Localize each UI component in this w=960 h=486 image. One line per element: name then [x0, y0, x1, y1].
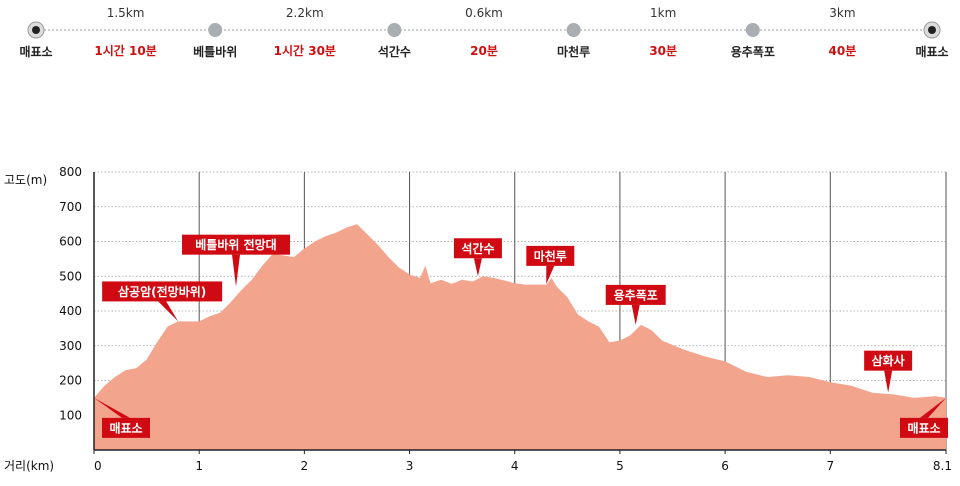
callout-box — [900, 417, 948, 438]
callout: 매표소 — [900, 397, 948, 438]
segment-distance: 1km — [650, 6, 676, 20]
x-tick-label: 4 — [511, 459, 519, 473]
station-label: 베틀바위 — [193, 44, 237, 59]
x-tick-label: 5 — [616, 459, 624, 473]
callout-label: 매표소 — [907, 420, 940, 435]
segment-distance: 1.5km — [107, 6, 145, 20]
x-axis-title: 거리(km) — [4, 459, 54, 473]
callout-pointer — [473, 258, 482, 277]
callout-box — [182, 234, 290, 255]
callout-box — [605, 284, 666, 305]
station-label: 석간수 — [378, 44, 411, 59]
callout-label: 마천루 — [534, 248, 567, 263]
callout-label: 매표소 — [109, 420, 142, 435]
segment-time: 20분 — [470, 44, 498, 58]
segment-distance: 0.6km — [465, 6, 503, 20]
callout-pointer — [884, 370, 893, 393]
station-marker — [387, 23, 402, 37]
y-tick-label: 600 — [59, 235, 82, 249]
y-tick-label: 400 — [59, 304, 82, 318]
elevation-area — [94, 224, 946, 450]
ticks: 100 200 300 400 500 600 700 800 0 1 2 3 4 5 6 7 8.1 — [59, 165, 952, 473]
callout-label: 용추폭포 — [614, 287, 658, 302]
x-tick-label: 7 — [826, 459, 834, 473]
segment-time: 1시간 30분 — [274, 43, 336, 58]
callout-label: 삼화사 — [872, 353, 905, 368]
callout-pointer — [158, 301, 179, 322]
station-marker-dot — [32, 26, 40, 34]
y-axis-title: 고도(m) — [4, 173, 47, 187]
x-tick-label: 3 — [406, 459, 414, 473]
station-marker-dot — [928, 26, 936, 34]
callout-pointer — [920, 397, 946, 418]
station-label: 매표소 — [915, 44, 948, 59]
callout-pointer — [546, 265, 555, 284]
y-tick-label: 700 — [59, 200, 82, 214]
callout-box — [864, 350, 913, 371]
callout: 석간수 — [453, 238, 502, 277]
callout-box — [526, 245, 575, 266]
station-marker — [745, 23, 760, 37]
callout-pointer — [232, 254, 240, 287]
callout-label: 삼공암(전망바위) — [118, 284, 206, 299]
callout: 베틀바위 전망대 — [182, 234, 290, 287]
x-tick-label: 0 — [94, 459, 102, 473]
segment-distance: 3km — [829, 6, 855, 20]
x-tick-label: 1 — [195, 459, 203, 473]
segment-time: 30분 — [649, 44, 677, 58]
station-label: 용추폭포 — [731, 44, 775, 59]
callout: 삼화사 — [864, 350, 913, 393]
callout: 용추폭포 — [605, 284, 666, 325]
y-tick-label: 300 — [59, 339, 82, 353]
callout: 마천루 — [526, 245, 575, 284]
callout-label: 베틀바위 전망대 — [195, 237, 276, 252]
segment-time: 40분 — [829, 44, 857, 58]
x-tick-label: 2 — [301, 459, 309, 473]
callout-box — [102, 417, 150, 438]
y-tick-label: 500 — [59, 269, 82, 283]
segment-distance: 2.2km — [286, 6, 324, 20]
callout: 삼공암(전망바위) — [102, 281, 223, 322]
callout-label: 석간수 — [461, 241, 494, 256]
callout-box — [453, 238, 502, 259]
callout-pointer — [94, 397, 130, 418]
x-tick-label: 8.1 — [933, 459, 952, 473]
segment-time: 1시간 10분 — [94, 43, 156, 58]
y-tick-label: 800 — [59, 165, 82, 179]
axes: 고도(m) 거리(km) — [4, 172, 946, 473]
station-label: 매표소 — [19, 44, 52, 59]
callout: 매표소 — [94, 397, 150, 438]
y-tick-label: 100 — [59, 408, 82, 422]
station-label: 마천루 — [557, 44, 590, 59]
y-tick-label: 200 — [59, 374, 82, 388]
station-marker — [208, 23, 223, 37]
x-tick-label: 6 — [721, 459, 729, 473]
callout-pointer — [631, 304, 640, 325]
station-marker — [566, 23, 581, 37]
callout-box — [102, 281, 223, 302]
route-strip: 매표소 베틀바위 석간수 마천루 용추폭포 매표소 1.5km 1시간 10분 2.2km 1시… — [19, 6, 948, 59]
